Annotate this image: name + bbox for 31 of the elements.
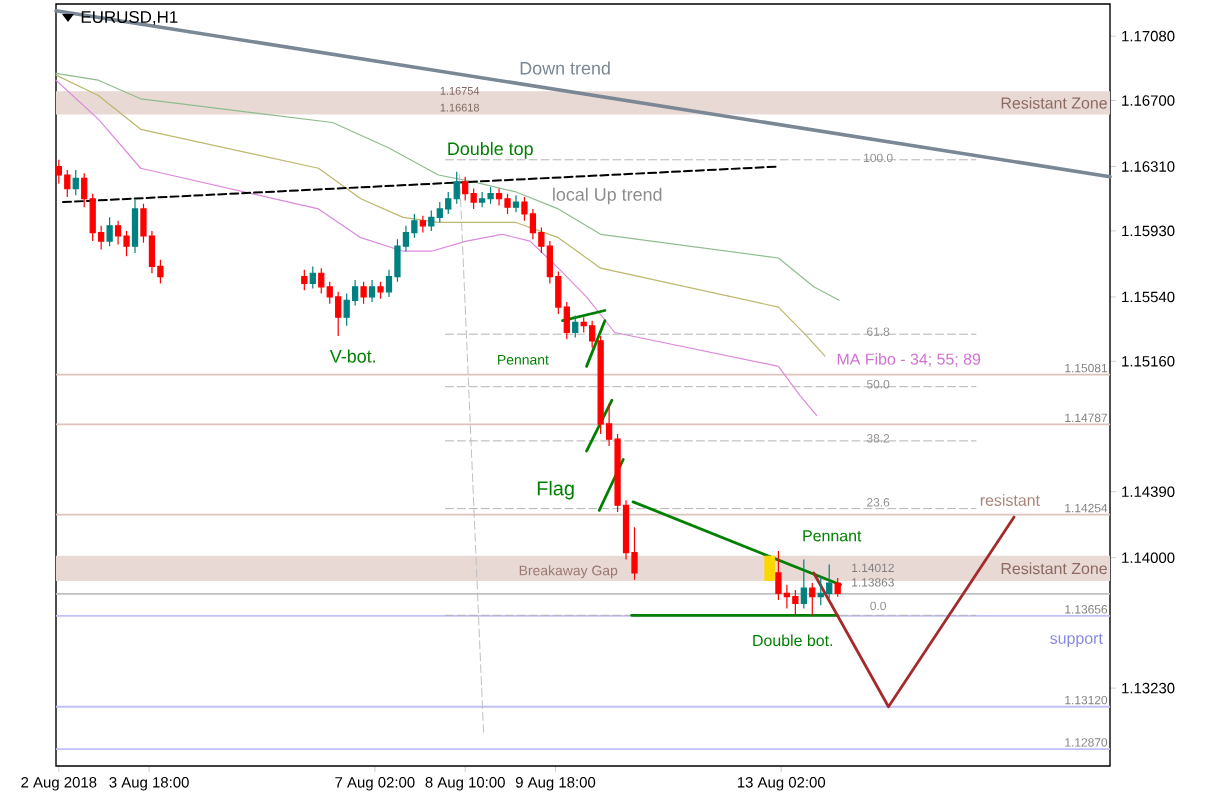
candlestick <box>106 216 113 247</box>
candlestick <box>419 215 426 234</box>
line-series <box>55 79 818 417</box>
annotation: Flag <box>537 480 574 500</box>
candlestick <box>368 279 376 303</box>
candlestick <box>301 269 308 291</box>
annotation: Double top <box>448 141 533 159</box>
candlestick <box>377 281 384 300</box>
candlestick <box>504 193 511 215</box>
candlestick <box>487 186 494 205</box>
candlestick <box>462 176 469 202</box>
candlestick <box>309 265 316 290</box>
candlestick <box>72 169 79 196</box>
candlestick <box>512 194 520 213</box>
annotation: local Up trend <box>553 187 662 205</box>
annotation: V-bot. <box>329 349 376 363</box>
candlestick <box>792 589 799 616</box>
candlestick <box>428 209 435 232</box>
candlestick <box>834 577 841 598</box>
candlestick <box>478 191 486 208</box>
annotation: Down trend <box>520 61 610 75</box>
candlestick <box>495 187 503 207</box>
candlestick <box>131 198 139 254</box>
candlestick <box>800 558 807 610</box>
candlestick <box>360 281 367 305</box>
candlestick <box>809 582 816 616</box>
line-series <box>55 72 840 301</box>
candlestick <box>775 550 782 601</box>
chart-title: EURUSD,H1 <box>81 11 178 25</box>
candlestick <box>826 563 833 599</box>
candlestick <box>572 314 579 339</box>
